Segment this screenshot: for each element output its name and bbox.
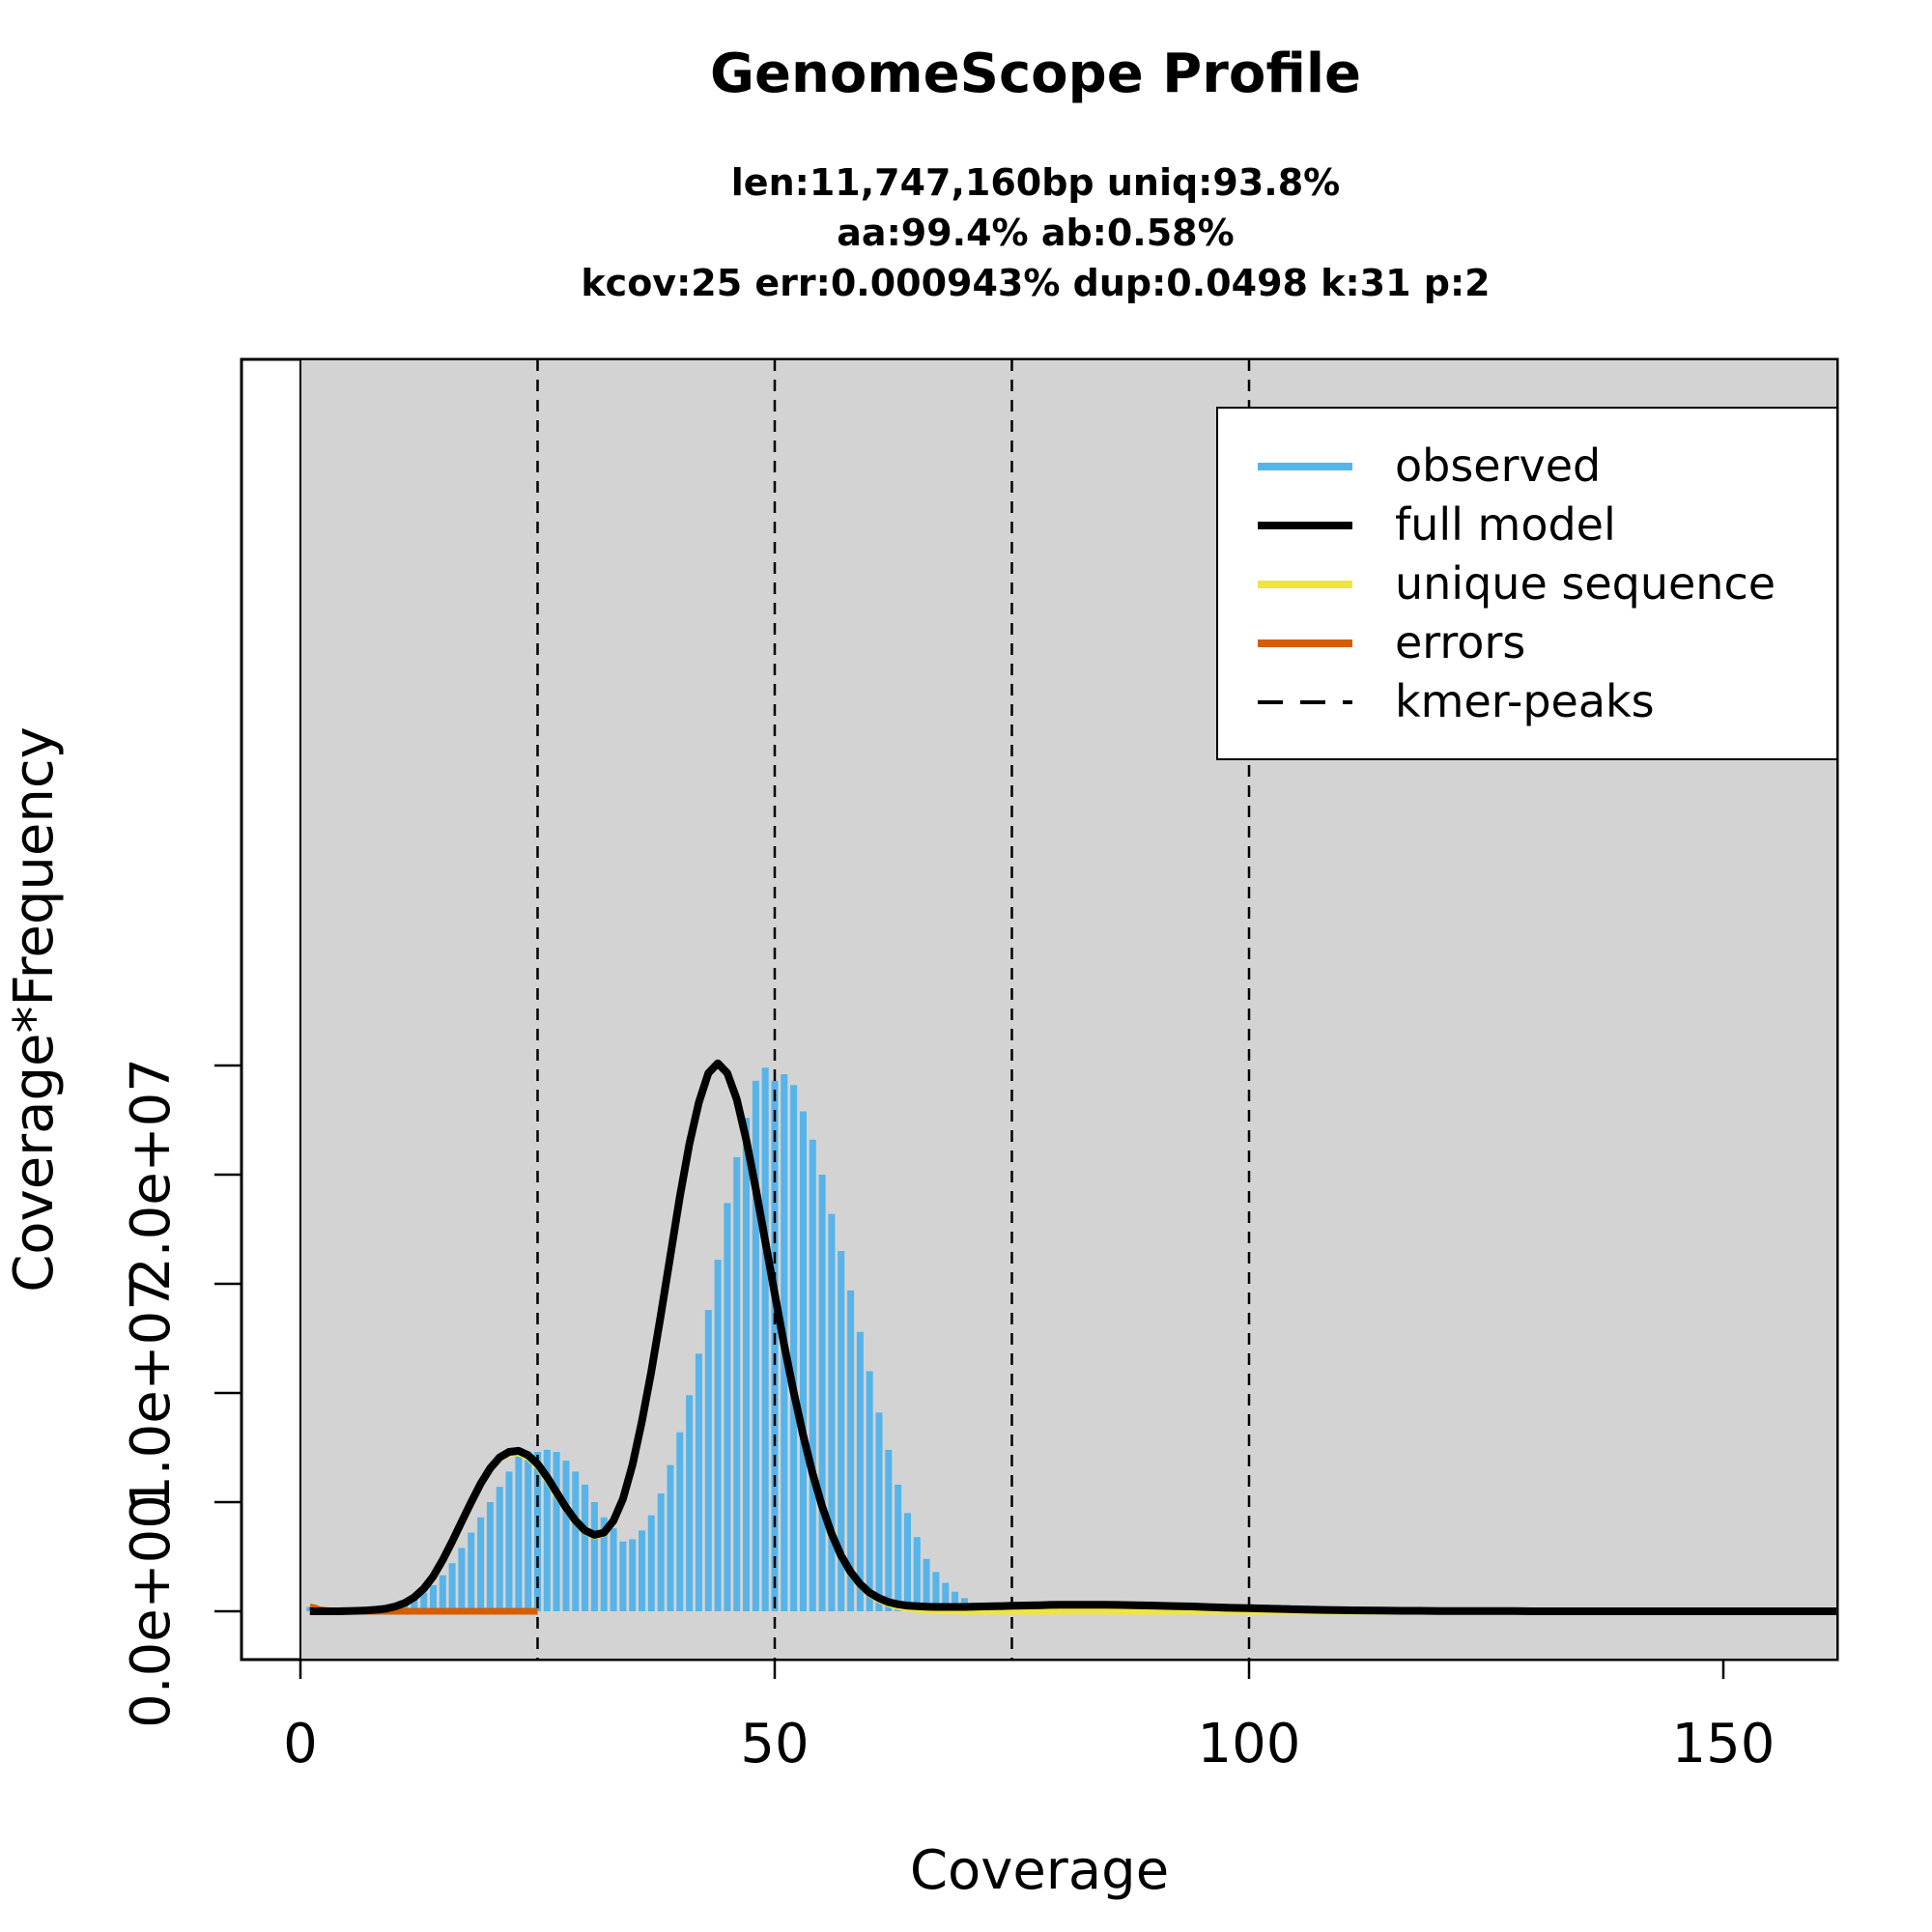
- observed-bar: [468, 1532, 475, 1611]
- observed-bar: [952, 1591, 959, 1611]
- model-curves: [309, 1059, 1837, 1615]
- observed-bar: [828, 1213, 836, 1611]
- x-tick-label: 50: [740, 1713, 809, 1776]
- observed-bar: [676, 1432, 684, 1611]
- observed-bar: [486, 1502, 494, 1611]
- legend-label-observed: observed: [1395, 440, 1601, 492]
- observed-bar: [856, 1331, 864, 1611]
- observed-bar: [430, 1584, 437, 1611]
- observed-bar: [913, 1537, 921, 1611]
- observed-bar: [505, 1471, 513, 1611]
- observed-bar: [704, 1310, 712, 1611]
- chart-title: GenomeScope Profile: [710, 43, 1361, 105]
- legend-label-kmer-peaks: kmer-peaks: [1395, 675, 1655, 727]
- chart-subtitle-line-1: len:11,747,160bp uniq:93.8%: [731, 161, 1340, 204]
- observed-bar: [743, 1118, 750, 1611]
- observed-bar: [866, 1371, 873, 1611]
- observed-bar: [875, 1412, 883, 1611]
- x-tick-label: 0: [283, 1713, 318, 1776]
- observed-bar: [448, 1563, 456, 1611]
- observed-bar: [629, 1539, 637, 1611]
- full-model-line: [309, 1059, 1837, 1615]
- legend: observed full model unique sequence erro…: [1216, 407, 1838, 760]
- observed-bar: [619, 1541, 627, 1611]
- y-tick-label: 2.0e+07: [120, 1058, 183, 1292]
- observed-bar: [401, 1603, 409, 1611]
- observed-bar: [477, 1517, 485, 1611]
- legend-label-errors: errors: [1395, 616, 1525, 668]
- observed-bar: [439, 1575, 446, 1611]
- observed-bar: [885, 1449, 893, 1611]
- observed-bar: [904, 1513, 911, 1611]
- x-tick-label: 150: [1672, 1713, 1776, 1776]
- observed-bar: [420, 1592, 428, 1611]
- observed-bar: [553, 1452, 560, 1611]
- observed-bars: [306, 1067, 1837, 1611]
- observed-bar: [790, 1085, 798, 1611]
- observed-bar: [525, 1456, 532, 1611]
- observed-bar: [923, 1558, 930, 1611]
- observed-bar: [639, 1530, 645, 1611]
- observed-bar: [496, 1487, 503, 1611]
- observed-bar: [733, 1156, 741, 1611]
- observed-bar: [657, 1493, 665, 1611]
- observed-bar: [582, 1484, 589, 1611]
- x-axis-label: Coverage: [910, 1839, 1169, 1902]
- observed-bar: [695, 1353, 702, 1611]
- observed-bar: [752, 1080, 759, 1611]
- observed-bar: [458, 1548, 466, 1611]
- observed-bar: [600, 1517, 608, 1611]
- y-axis-label: Coverage*Frequency: [3, 726, 66, 1293]
- observed-bar: [714, 1260, 722, 1611]
- observed-bar: [761, 1067, 769, 1611]
- observed-bar: [724, 1203, 731, 1611]
- observed-bar: [647, 1515, 655, 1611]
- observed-bar: [590, 1502, 598, 1611]
- observed-bar: [515, 1456, 523, 1611]
- observed-bar: [667, 1464, 674, 1611]
- kmer-peak-lines: [536, 359, 1251, 1660]
- legend-label-full-model: full model: [1395, 498, 1616, 551]
- observed-bar: [942, 1582, 950, 1611]
- y-tick-label: 1.0e+07: [120, 1276, 183, 1510]
- observed-bar: [572, 1471, 580, 1611]
- observed-bar: [838, 1251, 845, 1611]
- observed-bar: [686, 1395, 694, 1611]
- observed-bar: [847, 1290, 855, 1611]
- chart-subtitle-line-2: aa:99.4% ab:0.58%: [837, 212, 1234, 254]
- observed-bar: [562, 1461, 570, 1611]
- y-axis: 0.0e+001.0e+072.0e+07: [120, 1058, 242, 1728]
- x-tick-label: 100: [1198, 1713, 1301, 1776]
- observed-bar: [809, 1139, 816, 1611]
- x-axis: 0 50 100 150: [283, 1660, 1775, 1776]
- chart-subtitle-line-3: kcov:25 err:0.000943% dup:0.0498 k:31 p:…: [581, 262, 1490, 304]
- legend-label-unique-sequence: unique sequence: [1395, 557, 1776, 610]
- y-tick-label: 0.0e+00: [120, 1494, 183, 1728]
- observed-bar: [895, 1484, 902, 1611]
- observed-bar: [543, 1449, 551, 1611]
- observed-bar: [411, 1598, 418, 1611]
- observed-bar: [800, 1111, 807, 1611]
- observed-bar: [534, 1452, 541, 1611]
- observed-bar: [610, 1528, 617, 1611]
- observed-bar: [932, 1572, 940, 1611]
- observed-bar: [771, 1080, 779, 1611]
- observed-bar: [818, 1175, 826, 1611]
